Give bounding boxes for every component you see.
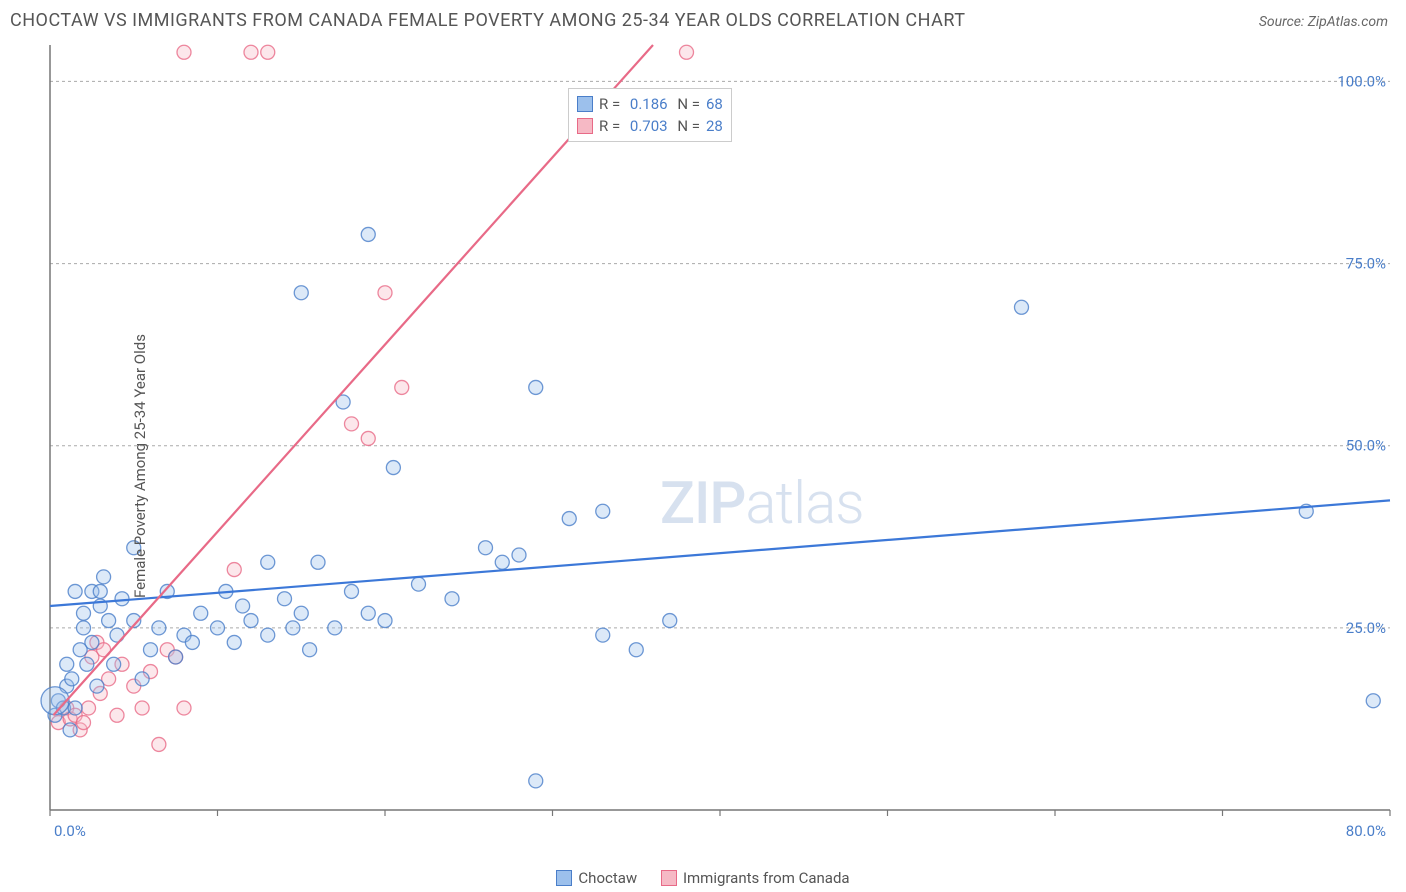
svg-text:80.0%: 80.0% bbox=[1346, 822, 1386, 840]
svg-text:25.0%: 25.0% bbox=[1346, 619, 1386, 637]
watermark: ZIPatlas bbox=[660, 470, 864, 538]
legend: Choctaw Immigrants from Canada bbox=[0, 869, 1406, 890]
scatter-svg: 25.0% 50.0% 75.0% 100.0% 0.0% 80.0% bbox=[0, 40, 1406, 855]
legend-item-choctaw: Choctaw bbox=[556, 869, 637, 887]
swatch-choctaw bbox=[577, 96, 593, 112]
stats-box: R = 0.186 N =68 R = 0.703 N =28 bbox=[568, 88, 732, 142]
swatch-canada-icon bbox=[661, 870, 677, 886]
chart-area: Female Poverty Among 25-34 Year Olds 25.… bbox=[0, 40, 1406, 892]
legend-label: Immigrants from Canada bbox=[683, 869, 850, 887]
stats-row-choctaw: R = 0.186 N =68 bbox=[577, 93, 723, 115]
y-axis-label: Female Poverty Among 25-34 Year Olds bbox=[131, 334, 149, 598]
chart-title: CHOCTAW VS IMMIGRANTS FROM CANADA FEMALE… bbox=[10, 10, 965, 31]
stats-row-canada: R = 0.703 N =28 bbox=[577, 115, 723, 137]
source-label: Source: ZipAtlas.com bbox=[1259, 14, 1388, 30]
svg-text:100.0%: 100.0% bbox=[1337, 72, 1386, 90]
svg-text:50.0%: 50.0% bbox=[1346, 437, 1386, 455]
legend-label: Choctaw bbox=[578, 869, 637, 887]
svg-text:75.0%: 75.0% bbox=[1346, 255, 1386, 273]
svg-text:0.0%: 0.0% bbox=[54, 822, 86, 840]
swatch-choctaw-icon bbox=[556, 870, 572, 886]
legend-item-canada: Immigrants from Canada bbox=[661, 869, 850, 887]
swatch-canada bbox=[577, 118, 593, 134]
